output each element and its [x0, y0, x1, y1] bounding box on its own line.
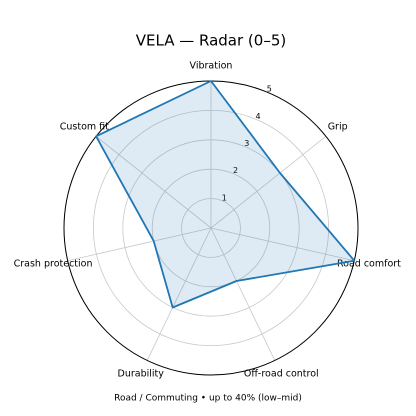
category-label: Road comfort — [337, 259, 401, 270]
category-label: Durability — [118, 368, 165, 379]
category-label: Custom fit — [60, 121, 109, 132]
category-label: Crash protection — [14, 259, 93, 270]
category-label: Off-road control — [244, 368, 319, 379]
spoke — [210, 227, 355, 262]
chart-title: VELA — Radar (0–5) — [136, 32, 286, 50]
r-tick-label: 4 — [255, 112, 260, 121]
spoke — [95, 136, 212, 229]
r-tick-label: 1 — [222, 193, 227, 202]
category-label: Vibration — [190, 61, 233, 72]
r-tick-label: 5 — [267, 85, 272, 94]
r-tick-label: 3 — [244, 139, 249, 148]
chart-subtitle: Road / Commuting • up to 40% (low–mid) — [114, 394, 302, 404]
spoke — [146, 227, 212, 361]
spoke — [210, 227, 276, 361]
spoke — [210, 136, 327, 229]
spoke — [67, 227, 212, 262]
series-area — [95, 80, 356, 309]
category-label: Grip — [328, 121, 348, 132]
r-tick-label: 2 — [233, 166, 238, 175]
